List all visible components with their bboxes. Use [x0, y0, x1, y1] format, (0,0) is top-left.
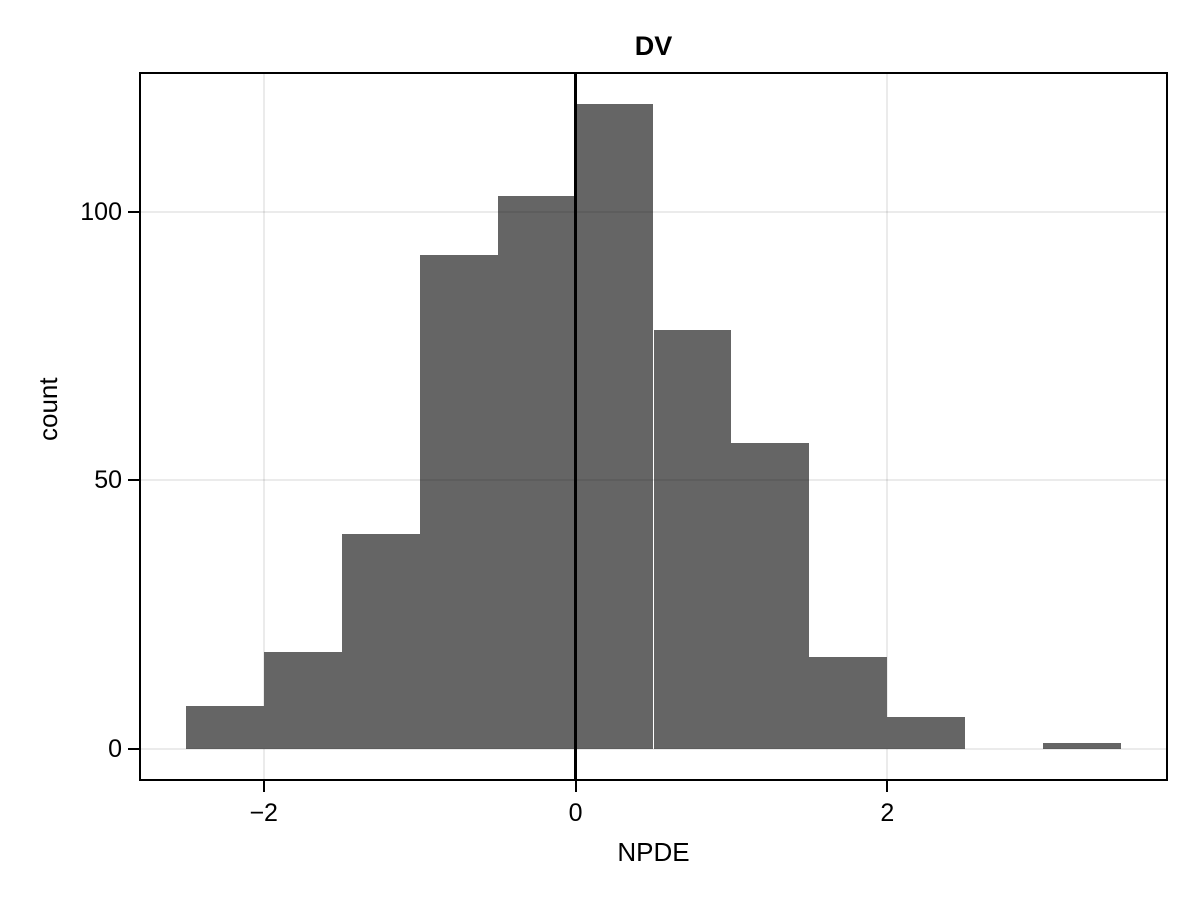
y-gridline [139, 747, 1168, 750]
histogram-bar [653, 329, 732, 749]
histogram-bar [341, 533, 420, 749]
histogram-bar [731, 442, 810, 749]
y-gridline [139, 210, 1168, 213]
x-axis-tick [886, 781, 889, 792]
y-tick-label: 50 [94, 466, 122, 495]
histogram-bar [263, 652, 342, 749]
y-tick-label: 0 [108, 734, 122, 763]
histogram-bar [497, 195, 576, 749]
histogram-bar [809, 657, 888, 749]
x-axis-tick [262, 781, 265, 792]
y-axis-tick [128, 210, 139, 213]
histogram-bar [887, 716, 966, 749]
histogram-bar [575, 104, 654, 749]
x-tick-label: 0 [568, 799, 583, 827]
histogram-bar [1043, 743, 1122, 749]
plot-title: DV [634, 31, 673, 61]
y-axis-tick [128, 747, 139, 750]
y-gridline [139, 479, 1168, 482]
x-gridline [262, 72, 265, 781]
x-axis-title: NPDE [617, 837, 690, 867]
reference-line [574, 72, 578, 781]
histogram-bar [419, 254, 498, 749]
y-axis-tick [128, 479, 139, 482]
x-tick-label: −2 [249, 799, 278, 827]
y-axis-title: count [33, 377, 63, 441]
x-axis-tick [574, 781, 577, 792]
x-gridline [886, 72, 889, 781]
x-tick-label: 2 [880, 799, 895, 827]
histogram-bar [185, 705, 264, 749]
y-tick-label: 100 [80, 197, 122, 226]
